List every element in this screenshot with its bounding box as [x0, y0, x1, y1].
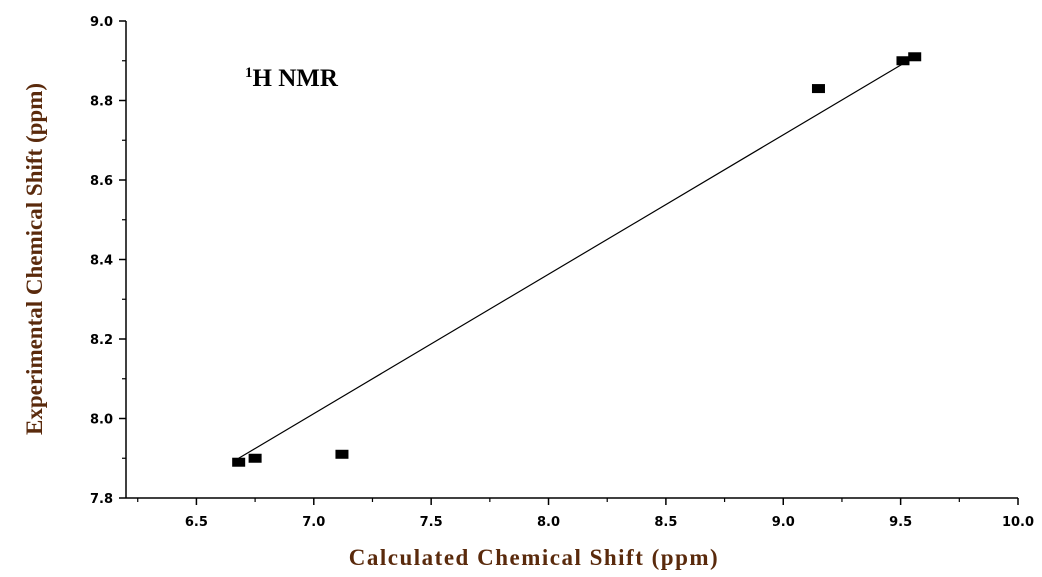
y-tick-label: 8.0	[90, 413, 113, 428]
x-tick-label: 9.0	[772, 515, 795, 530]
y-tick-label: 8.2	[90, 333, 113, 348]
x-tick-label: 10.0	[1002, 515, 1034, 530]
x-tick-label: 6.5	[185, 515, 208, 530]
fit-line-group	[238, 56, 916, 459]
axes	[125, 21, 1018, 499]
y-tick-label: 8.6	[90, 174, 113, 189]
ticks: 6.5 7.0 7.5 8.0 8.5 9.0 9.5 10.0 7.8 8.0 8.2 8.4 8.6…	[90, 15, 1034, 530]
data-point	[811, 84, 825, 94]
annotation-superscript: 1	[245, 65, 253, 81]
data-point	[335, 449, 349, 459]
chart-annotation: 1H NMR	[245, 65, 339, 92]
fit-line	[238, 56, 916, 459]
data-point	[908, 52, 922, 62]
data-point	[232, 457, 246, 467]
y-axis-title: Experimental Chemical Shift (ppm)	[22, 83, 47, 435]
x-tick-label: 7.5	[420, 515, 443, 530]
x-axis-title: Calculated Chemical Shift (ppm)	[349, 545, 719, 570]
data-point	[896, 56, 910, 66]
annotation-text: H NMR	[253, 65, 339, 92]
x-tick-label: 9.5	[889, 515, 912, 530]
x-tick-label: 8.5	[654, 515, 677, 530]
x-tick-label: 7.0	[302, 515, 325, 530]
y-tick-label: 8.8	[90, 95, 113, 110]
data-points	[232, 52, 922, 467]
x-tick-label: 8.0	[537, 515, 560, 530]
y-tick-label: 9.0	[90, 15, 113, 30]
y-tick-label: 7.8	[90, 492, 113, 507]
data-point	[248, 453, 262, 463]
y-tick-label: 8.4	[90, 254, 113, 269]
